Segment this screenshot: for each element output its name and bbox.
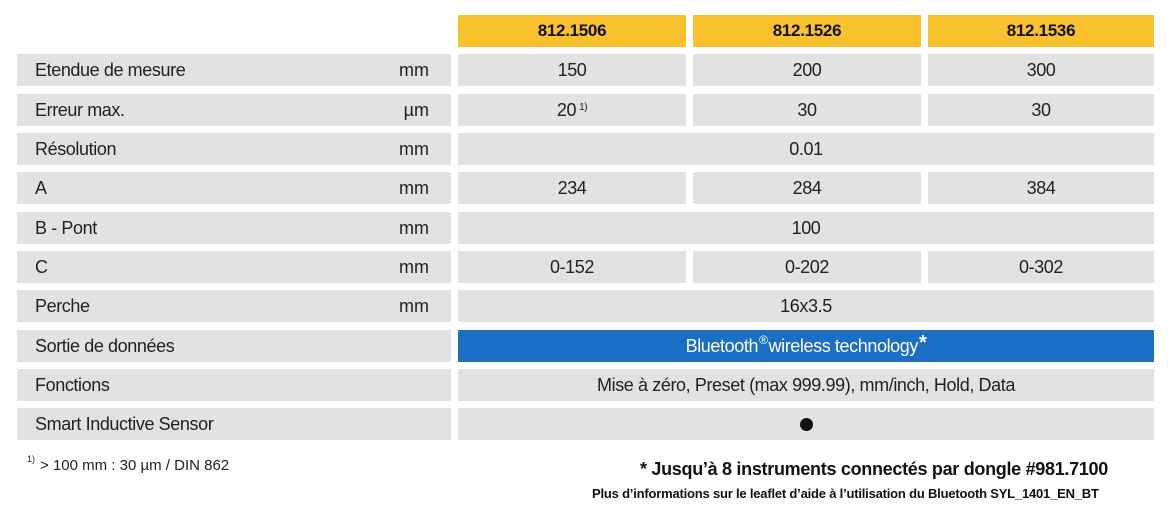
value-cell: 150: [458, 54, 686, 86]
asterisk-mark: *: [919, 331, 927, 354]
table-row: A mm 234 284 384: [0, 172, 1175, 204]
footnote: 1) > 100 mm : 30 µm / DIN 862: [27, 454, 230, 474]
footnote-marker: 1): [27, 454, 36, 464]
row-label-cell: Fonctions: [17, 369, 451, 401]
table-row: Fonctions Mise à zéro, Preset (max 999.9…: [0, 369, 1175, 401]
footnote-text: > 100 mm : 30 µm / DIN 862: [40, 457, 230, 474]
value-cell: 284: [693, 172, 921, 204]
row-unit: mm: [399, 218, 429, 238]
merged-value-cell: 100: [458, 212, 1154, 244]
merged-value-cell: 0.01: [458, 133, 1154, 165]
row-label: Sortie de données: [35, 336, 175, 356]
value-cell: 384: [928, 172, 1154, 204]
row-label-cell: Smart Inductive Sensor: [17, 408, 451, 440]
table-row: C mm 0-152 0-202 0-302: [0, 251, 1175, 283]
row-label: Perche: [35, 296, 90, 316]
row-label-cell: A mm: [17, 172, 451, 204]
bluetooth-rest-text: wireless technology: [768, 335, 919, 356]
merged-value-cell: Mise à zéro, Preset (max 999.99), mm/inc…: [458, 369, 1154, 401]
row-label: Fonctions: [35, 375, 110, 395]
row-label-cell: Perche mm: [17, 290, 451, 322]
row-label-cell: Etendue de mesure mm: [17, 54, 451, 86]
value-cell: 200: [693, 54, 921, 86]
row-unit: mm: [399, 296, 429, 316]
registered-mark: ®: [759, 333, 768, 347]
value-cell: 30: [693, 94, 921, 126]
row-label-cell: C mm: [17, 251, 451, 283]
merged-value-cell: [458, 408, 1154, 440]
table-row: Résolution mm 0.01: [0, 133, 1175, 165]
bluetooth-text: Bluetooth: [685, 335, 759, 356]
table-row: Smart Inductive Sensor: [0, 408, 1175, 440]
row-label: A: [35, 178, 47, 198]
row-unit: mm: [399, 178, 429, 198]
value-cell: 300: [928, 54, 1154, 86]
leaflet-note: Plus d’informations sur le leaflet d’aid…: [592, 486, 1099, 501]
filled-circle-icon: [799, 417, 813, 431]
table-row: B - Pont mm 100: [0, 212, 1175, 244]
row-unit: mm: [399, 257, 429, 277]
table-row: Etendue de mesure mm 150 200 300: [0, 54, 1175, 86]
row-label: Résolution: [35, 139, 117, 159]
value-cell: 234: [458, 172, 686, 204]
bluetooth-cell: Bluetooth ® wireless technology *: [458, 330, 1154, 362]
merged-value-cell: 16x3.5: [458, 290, 1154, 322]
row-unit: µm: [403, 100, 429, 120]
model-header-3: 812.1536: [928, 15, 1154, 47]
value-cell: 0-202: [693, 251, 921, 283]
row-label-cell: Erreur max. µm: [17, 94, 451, 126]
row-label: B - Pont: [35, 218, 97, 238]
table-row: Perche mm 16x3.5: [0, 290, 1175, 322]
row-unit: mm: [399, 60, 429, 80]
value-cell: 30: [928, 94, 1154, 126]
table-row: Erreur max. µm 20 1) 30 30: [0, 94, 1175, 126]
value-cell: 20 1): [458, 94, 686, 126]
row-label-cell: B - Pont mm: [17, 212, 451, 244]
model-header-2: 812.1526: [693, 15, 921, 47]
row-label: C: [35, 257, 48, 277]
row-unit: mm: [399, 139, 429, 159]
row-label-cell: Sortie de données: [17, 330, 451, 362]
model-header-1: 812.1506: [458, 15, 686, 47]
row-label: Smart Inductive Sensor: [35, 414, 214, 434]
row-label-cell: Résolution mm: [17, 133, 451, 165]
dongle-note: * Jusqu’à 8 instruments connectés par do…: [640, 459, 1108, 479]
table-row: Sortie de données Bluetooth ® wireless tec…: [0, 330, 1175, 362]
row-label: Erreur max.: [35, 100, 125, 120]
value-cell: 0-302: [928, 251, 1154, 283]
value-cell: 0-152: [458, 251, 686, 283]
value-text: 20: [556, 99, 577, 120]
footnote-ref: 1): [579, 101, 588, 113]
row-label: Etendue de mesure: [35, 60, 186, 80]
